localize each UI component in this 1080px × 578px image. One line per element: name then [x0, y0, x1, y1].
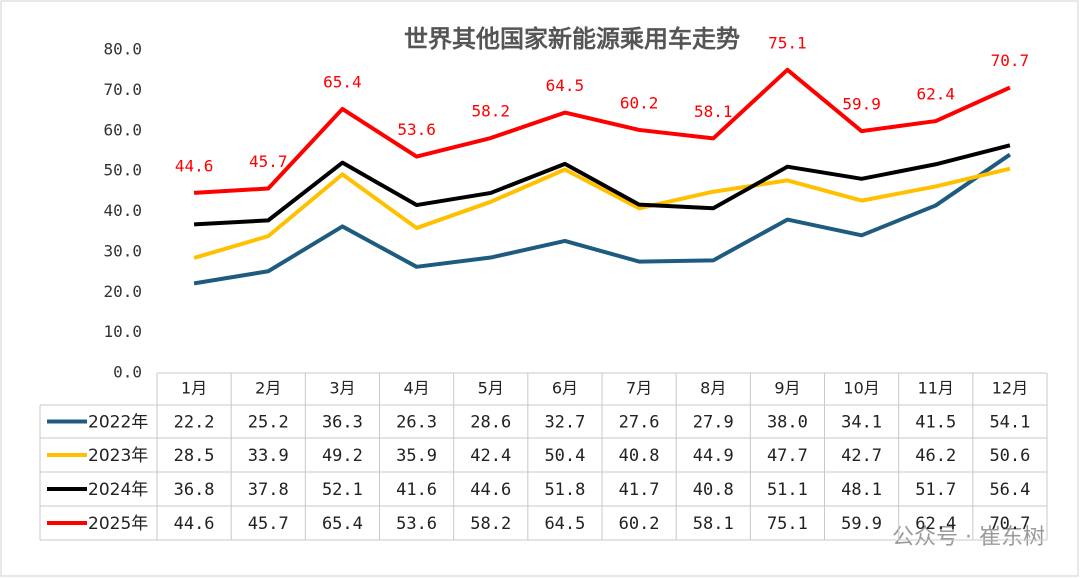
series-line	[193, 143, 1011, 227]
table-cell: 56.4	[989, 480, 1030, 500]
x-tick-label: 10月	[843, 379, 879, 398]
data-label: 44.6	[175, 156, 214, 175]
table-cell: 50.4	[544, 446, 585, 466]
y-tick-label: 50.0	[103, 161, 142, 180]
y-tick-label: 0.0	[113, 363, 142, 382]
y-tick-label: 70.0	[103, 80, 142, 99]
x-tick-label: 7月	[626, 379, 652, 398]
table-cell: 65.4	[322, 514, 363, 534]
x-tick-label: 1月	[181, 379, 207, 398]
table-cell: 35.9	[396, 446, 437, 466]
table-cell: 32.7	[544, 413, 585, 433]
table-cell: 28.5	[174, 446, 215, 466]
data-label: 53.6	[397, 120, 436, 139]
y-tick-label: 40.0	[103, 201, 142, 220]
x-tick-label: 8月	[700, 379, 726, 398]
table-cell: 62.4	[915, 514, 956, 534]
table-cell: 58.2	[470, 514, 511, 534]
series-line	[193, 67, 1011, 195]
table-cell: 54.1	[989, 413, 1030, 433]
legend-label: 2023年	[88, 446, 148, 466]
x-tick-label: 9月	[774, 379, 800, 398]
legend-label: 2024年	[88, 480, 148, 500]
series-line	[193, 166, 1011, 260]
series-line	[193, 152, 1012, 286]
legend-label: 2022年	[88, 413, 148, 433]
table-cell: 33.9	[248, 446, 289, 466]
watermark: 公众号 · 崔东树	[892, 525, 1045, 550]
table-cell: 34.1	[841, 413, 882, 433]
y-tick-label: 60.0	[103, 120, 142, 139]
chart-title: 世界其他国家新能源乘用车走势	[404, 25, 740, 53]
x-tick-label: 6月	[552, 379, 578, 398]
table-cell: 64.5	[544, 514, 585, 534]
table-cell: 44.6	[174, 514, 215, 534]
table-cell: 51.8	[544, 480, 585, 500]
y-tick-label: 20.0	[103, 282, 142, 301]
data-label: 58.1	[694, 102, 733, 121]
data-label: 70.7	[991, 51, 1030, 70]
table-cell: 53.6	[396, 514, 437, 534]
table-cell: 41.5	[915, 413, 956, 433]
table-cell: 59.9	[841, 514, 882, 534]
table-cell: 49.2	[322, 446, 363, 466]
table-cell: 46.2	[915, 446, 956, 466]
table-cell: 42.7	[841, 446, 882, 466]
y-tick-label: 10.0	[103, 322, 142, 341]
data-label: 75.1	[768, 33, 807, 52]
table-cell: 48.1	[841, 480, 882, 500]
table-cell: 27.9	[693, 413, 734, 433]
data-label: 60.2	[620, 93, 659, 112]
table-cell: 44.6	[470, 480, 511, 500]
legend-label: 2025年	[88, 514, 148, 534]
data-label: 62.4	[916, 85, 955, 104]
table-cell: 22.2	[174, 413, 215, 433]
table-cell: 36.8	[174, 480, 215, 500]
y-tick-label: 80.0	[103, 40, 142, 59]
table-cell: 25.2	[248, 413, 289, 433]
x-tick-label: 2月	[255, 379, 281, 398]
table-cell: 40.8	[619, 446, 660, 466]
data-label: 45.7	[249, 152, 288, 171]
data-label: 59.9	[842, 95, 881, 114]
table-cell: 41.7	[619, 480, 660, 500]
y-tick-label: 30.0	[103, 241, 142, 260]
table-cell: 70.7	[989, 514, 1030, 534]
x-tick-label: 11月	[918, 379, 954, 398]
table-cell: 42.4	[470, 446, 511, 466]
table-cell: 51.7	[915, 480, 956, 500]
table-cell: 27.6	[619, 413, 660, 433]
table-cell: 60.2	[619, 514, 660, 534]
table-cell: 41.6	[396, 480, 437, 500]
table-cell: 36.3	[322, 413, 363, 433]
table-cell: 26.3	[396, 413, 437, 433]
table-cell: 38.0	[767, 413, 808, 433]
table-cell: 37.8	[248, 480, 289, 500]
table-cell: 40.8	[693, 480, 734, 500]
data-label: 65.4	[323, 72, 362, 91]
x-tick-label: 3月	[329, 379, 355, 398]
table-cell: 47.7	[767, 446, 808, 466]
x-tick-label: 12月	[992, 379, 1028, 398]
x-tick-label: 5月	[478, 379, 504, 398]
data-label: 64.5	[546, 76, 585, 95]
table-cell: 45.7	[248, 514, 289, 534]
table-cell: 52.1	[322, 480, 363, 500]
table-cell: 51.1	[767, 480, 808, 500]
x-tick-label: 4月	[403, 379, 429, 398]
table-cell: 50.6	[989, 446, 1030, 466]
table-cell: 28.6	[470, 413, 511, 433]
data-label: 58.2	[471, 102, 510, 121]
table-cell: 75.1	[767, 514, 808, 534]
table-cell: 44.9	[693, 446, 734, 466]
table-cell: 58.1	[693, 514, 734, 534]
